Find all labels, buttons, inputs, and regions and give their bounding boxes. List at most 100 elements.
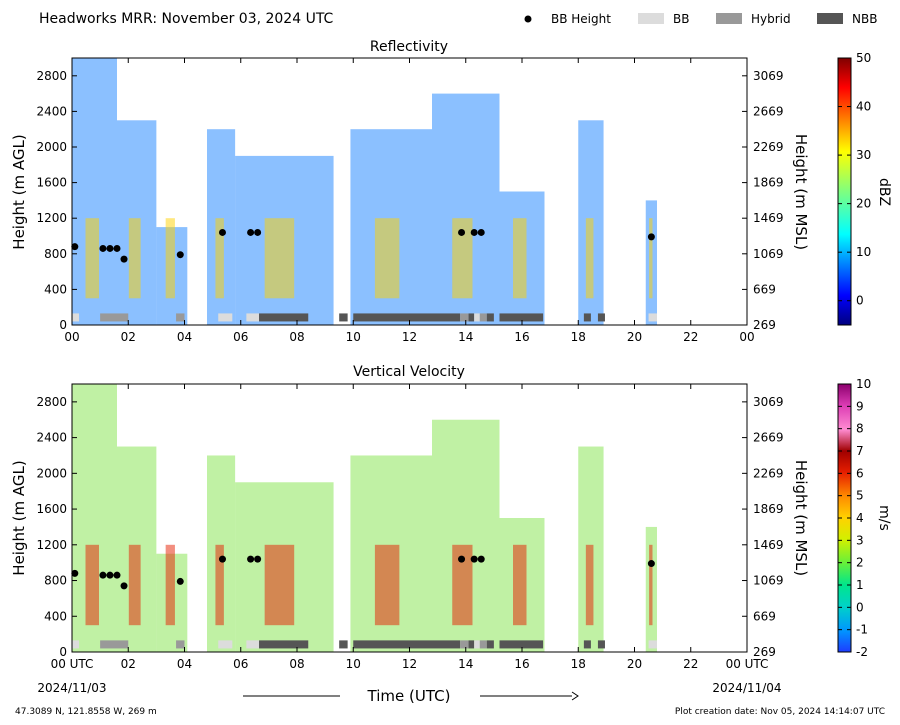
colorbar-tick-label: -1 bbox=[856, 623, 868, 637]
bb-height-point bbox=[106, 571, 114, 579]
bb-type-bar bbox=[479, 313, 487, 322]
bb-type-bar bbox=[597, 313, 605, 322]
x-tick-label: 00 UTC bbox=[51, 657, 94, 671]
x-tick-label: 16 bbox=[514, 330, 529, 344]
colorbar-tick-label: 4 bbox=[856, 511, 864, 525]
y-tick-label: 800 bbox=[44, 247, 67, 261]
x-axis-arrow-head-icon bbox=[571, 691, 579, 701]
reflectivity-title: Reflectivity bbox=[370, 39, 448, 55]
echo-core bbox=[513, 544, 527, 626]
x-tick-label: 08 bbox=[289, 657, 304, 671]
echo-core bbox=[649, 544, 653, 626]
bb-height-point bbox=[218, 228, 226, 236]
echo-core bbox=[585, 544, 594, 626]
x-tick-label: 08 bbox=[289, 330, 304, 344]
y-tick-label: 400 bbox=[44, 282, 67, 296]
x-tick-label: 12 bbox=[402, 657, 417, 671]
bb-type-bar bbox=[246, 640, 260, 649]
vertical-velocity-y-axis: 0 400 800 1200 1600 2000 2400 2800 bbox=[36, 395, 77, 659]
bb-type-bar bbox=[474, 313, 480, 322]
y-tick-label: 2400 bbox=[36, 104, 67, 118]
colorbar-tick-label: 50 bbox=[856, 51, 871, 65]
colorbar-tick-label: 1 bbox=[856, 578, 864, 592]
y-tick-label: 1200 bbox=[36, 211, 67, 225]
echo-core bbox=[452, 544, 473, 626]
bb-type-bar bbox=[597, 640, 605, 649]
echo-core bbox=[165, 218, 175, 299]
colorbar-tick-label: 5 bbox=[856, 489, 864, 503]
y2-tick-label: 269 bbox=[753, 318, 776, 332]
bb-height-point bbox=[113, 571, 121, 579]
y-tick-label: 400 bbox=[44, 609, 67, 623]
x-tick-label: 10 bbox=[346, 330, 361, 344]
echo-core bbox=[128, 544, 141, 626]
bb-type-bar bbox=[100, 313, 129, 322]
y2-tick-label: 669 bbox=[753, 282, 776, 296]
reflectivity-x-axis: 00 02 04 06 08 10 12 14 16 18 20 22 00 bbox=[64, 58, 755, 344]
y2-tick-label: 669 bbox=[753, 609, 776, 623]
start-date-label: 2024/11/03 bbox=[37, 681, 106, 695]
y2-tick-label: 1069 bbox=[753, 574, 784, 588]
x-tick-label: 20 bbox=[627, 657, 642, 671]
vertical-velocity-title: Vertical Velocity bbox=[353, 364, 465, 380]
bb-height-point bbox=[120, 582, 128, 590]
colorbar-tick-label: 10 bbox=[856, 245, 871, 259]
reflectivity-bb-height-points bbox=[71, 228, 655, 263]
colorbar-tick-label: 20 bbox=[856, 197, 871, 211]
bb-height-point bbox=[176, 577, 184, 585]
colorbar-tick-label: 3 bbox=[856, 533, 864, 547]
bb-type-bar bbox=[479, 640, 487, 649]
vertical-velocity-bb-height-points bbox=[71, 555, 655, 590]
bb-height-point bbox=[113, 244, 121, 252]
bb-type-bar bbox=[460, 640, 469, 649]
colorbar-tick-label: 7 bbox=[856, 444, 864, 458]
bb-type-bar bbox=[218, 640, 233, 649]
colorbar-tick-label: 8 bbox=[856, 422, 864, 436]
bb-type-bar bbox=[259, 313, 309, 322]
bb-height-point bbox=[254, 555, 262, 563]
bb-height-point bbox=[477, 555, 485, 563]
vertical-velocity-ylabel: Height (m AGL) bbox=[10, 460, 28, 575]
bb-type-bar bbox=[353, 313, 461, 322]
y2-tick-label: 2269 bbox=[753, 140, 784, 154]
bb-type-bar bbox=[339, 640, 348, 649]
reflectivity-y2label: Height (m MSL) bbox=[792, 134, 810, 250]
colorbar-tick-label: 10 bbox=[856, 377, 871, 391]
colorbar-tick-label: 0 bbox=[856, 600, 864, 614]
x-tick-label: 18 bbox=[571, 330, 586, 344]
bb-type-bar bbox=[583, 640, 591, 649]
y-tick-label: 2800 bbox=[36, 395, 67, 409]
echo-core bbox=[264, 544, 295, 626]
echo-core bbox=[374, 544, 400, 626]
bb-height-point bbox=[218, 555, 226, 563]
bb-height-point bbox=[71, 243, 79, 251]
legend-bb-height-label: BB Height bbox=[551, 12, 611, 26]
bb-height-point bbox=[647, 560, 655, 568]
x-tick-label: 16 bbox=[514, 657, 529, 671]
bb-height-point bbox=[470, 228, 478, 236]
bb-type-bar bbox=[176, 313, 185, 322]
x-tick-label: 02 bbox=[121, 657, 136, 671]
x-tick-label: 06 bbox=[233, 657, 248, 671]
echo-core bbox=[215, 218, 224, 299]
reflectivity-echo-field bbox=[72, 58, 657, 325]
x-tick-label: 04 bbox=[177, 657, 192, 671]
x-tick-label: 06 bbox=[233, 330, 248, 344]
y-tick-label: 0 bbox=[59, 318, 67, 332]
x-tick-label: 22 bbox=[683, 657, 698, 671]
vertical-velocity-y2-axis: 269 669 1069 1469 1869 2269 2669 3069 bbox=[742, 395, 784, 659]
station-location: 47.3089 N, 121.8558 W, 269 m bbox=[15, 707, 157, 717]
colorbar-tick-label: -2 bbox=[856, 645, 868, 659]
vertical-velocity-bb-type-bars bbox=[72, 640, 657, 649]
reflectivity-colorbar-ticks: 0 10 20 30 40 50 bbox=[838, 51, 871, 308]
bb-type-bar bbox=[72, 640, 80, 649]
vertical-velocity-field bbox=[72, 384, 657, 652]
y-tick-label: 2800 bbox=[36, 69, 67, 83]
y2-tick-label: 1469 bbox=[753, 211, 784, 225]
y2-tick-label: 269 bbox=[753, 645, 776, 659]
bb-type-bar bbox=[72, 313, 80, 322]
legend-nbb-label: NBB bbox=[852, 12, 877, 26]
bb-type-bar bbox=[468, 640, 475, 649]
x-tick-label: 00 bbox=[739, 330, 754, 344]
